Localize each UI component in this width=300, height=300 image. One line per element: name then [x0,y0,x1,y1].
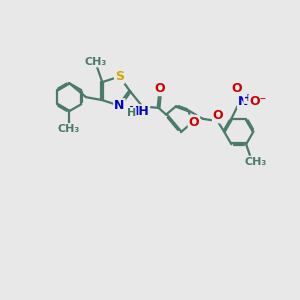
Text: CH₃: CH₃ [245,157,267,166]
Text: N: N [114,99,124,112]
Text: S: S [115,70,124,83]
Text: N: N [238,95,248,108]
Text: O⁻: O⁻ [249,95,266,108]
Text: CH₃: CH₃ [84,56,106,67]
Text: O: O [189,116,199,129]
Text: CH₃: CH₃ [58,124,80,134]
Text: O: O [213,110,224,122]
Text: O: O [231,82,242,95]
Text: O: O [155,82,165,95]
Text: H: H [127,108,136,118]
Text: +: + [244,93,252,103]
Text: NH: NH [128,105,149,118]
